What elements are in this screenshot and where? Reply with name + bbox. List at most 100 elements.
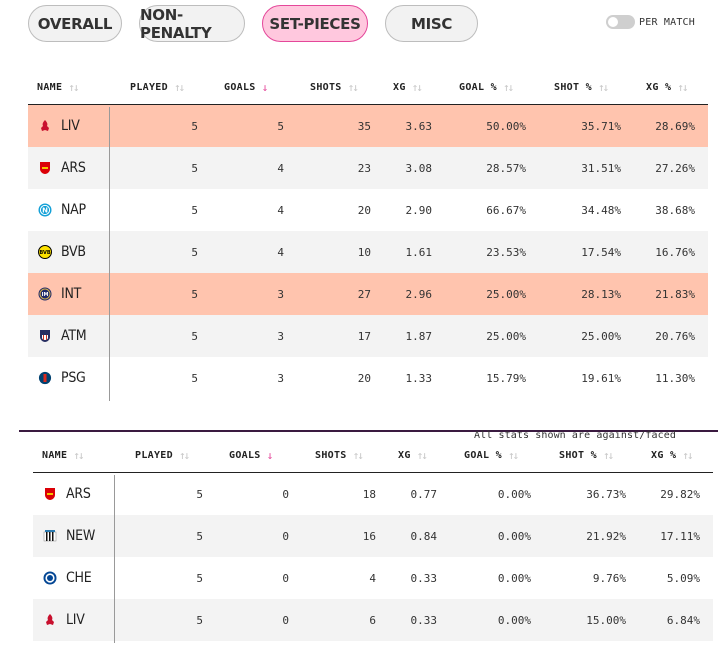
- inter-crest-icon: IM: [38, 287, 52, 301]
- table-row[interactable]: CHE 5 0 4 0.33 0.00% 9.76% 5.09%: [33, 557, 713, 599]
- header-shots[interactable]: SHOTS ↑↓: [310, 69, 359, 105]
- sort-icon[interactable]: ↑↓: [682, 448, 693, 462]
- header-name[interactable]: NAME ↑↓: [42, 437, 85, 473]
- cell-xg: 3.63: [405, 119, 433, 133]
- sort-icon[interactable]: ↑↓: [411, 80, 423, 94]
- team-name[interactable]: LIV: [61, 118, 80, 134]
- cell-goal-pct: 0.00%: [497, 571, 531, 585]
- cell-goal-pct: 0.00%: [497, 529, 531, 543]
- set-pieces-against-table: NAME ↑↓ PLAYED ↑↓ GOALS ↓ SHOTS ↑↓ XG ↑↓ GOAL % ↑↓ S…: [33, 437, 713, 643]
- cell-shots: 6: [369, 613, 376, 627]
- svg-text:N: N: [42, 207, 48, 215]
- tab-set-pieces[interactable]: SET-PIECES: [262, 5, 368, 42]
- cell-xg-pct: 21.83%: [655, 287, 695, 301]
- team-name[interactable]: NEW: [66, 528, 96, 544]
- cell-played: 5: [191, 329, 198, 343]
- table-row[interactable]: ATM 5 3 17 1.87 25.00% 25.00% 20.76%: [28, 315, 708, 357]
- cell-shots: 20: [357, 203, 371, 217]
- tab-misc[interactable]: MISC: [385, 5, 478, 42]
- header-label: SHOT %: [554, 81, 592, 93]
- cell-played: 5: [196, 529, 203, 543]
- cell-xg-pct: 27.26%: [655, 161, 695, 175]
- cell-xg-pct: 38.68%: [655, 203, 695, 217]
- cell-goals: 3: [277, 329, 284, 343]
- header-played[interactable]: PLAYED ↑↓: [135, 437, 190, 473]
- team-name[interactable]: PSG: [61, 370, 86, 386]
- header-goal-pct[interactable]: GOAL % ↑↓: [464, 437, 519, 473]
- table-row[interactable]: LIV 5 5 35 3.63 50.00% 35.71% 28.69%: [28, 105, 708, 147]
- cell-shots: 23: [357, 161, 371, 175]
- team-name[interactable]: CHE: [66, 570, 92, 586]
- against-note: All stats shown are against/faced: [474, 430, 676, 441]
- table-row[interactable]: PSG 5 3 20 1.33 15.79% 19.61% 11.30%: [28, 357, 708, 399]
- table-row[interactable]: N NAP 5 4 20 2.90 66.67% 34.48% 38.68%: [28, 189, 708, 231]
- cell-goals: 4: [277, 161, 284, 175]
- table-row[interactable]: ARS 5 0 18 0.77 0.00% 36.73% 29.82%: [33, 473, 713, 515]
- team-cell: NEW: [43, 515, 123, 557]
- cell-goal-pct: 25.00%: [486, 287, 526, 301]
- tab-non-penalty[interactable]: NON-PENALTY: [139, 5, 245, 42]
- sort-active-icon[interactable]: ↓: [266, 448, 273, 462]
- header-xg-pct[interactable]: XG % ↑↓: [651, 437, 694, 473]
- header-name[interactable]: NAME ↑↓: [37, 69, 80, 105]
- sort-icon[interactable]: ↑↓: [68, 80, 79, 94]
- sort-icon[interactable]: ↑↓: [502, 80, 514, 94]
- team-name[interactable]: LIV: [66, 612, 85, 628]
- cell-shot-pct: 34.48%: [581, 203, 621, 217]
- team-name[interactable]: BVB: [61, 244, 86, 260]
- table-header: NAME ↑↓ PLAYED ↑↓ GOALS ↓ SHOTS ↑↓ XG ↑↓ GOAL % ↑↓ S…: [28, 69, 708, 105]
- sort-icon[interactable]: ↑↓: [173, 80, 185, 94]
- header-played[interactable]: PLAYED ↑↓: [130, 69, 185, 105]
- sort-icon[interactable]: ↑↓: [597, 80, 609, 94]
- tab-overall[interactable]: OVERALL: [28, 5, 122, 42]
- sort-active-icon[interactable]: ↓: [261, 80, 268, 94]
- header-shot-pct[interactable]: SHOT % ↑↓: [554, 69, 609, 105]
- header-xg-pct[interactable]: XG % ↑↓: [646, 69, 689, 105]
- liverpool-crest-icon: [38, 119, 52, 133]
- cell-xg: 2.96: [405, 287, 433, 301]
- team-cell: ATM: [38, 315, 118, 357]
- team-name[interactable]: NAP: [61, 202, 86, 218]
- team-name[interactable]: ATM: [61, 328, 87, 344]
- cell-goal-pct: 28.57%: [486, 161, 526, 175]
- header-label: XG %: [646, 81, 672, 93]
- sort-icon[interactable]: ↑↓: [347, 80, 359, 94]
- cell-shot-pct: 25.00%: [581, 329, 621, 343]
- header-xg[interactable]: XG ↑↓: [398, 437, 428, 473]
- sort-icon[interactable]: ↑↓: [352, 448, 364, 462]
- table-row[interactable]: ARS 5 4 23 3.08 28.57% 31.51% 27.26%: [28, 147, 708, 189]
- header-goals[interactable]: GOALS ↓: [224, 69, 268, 105]
- sort-icon[interactable]: ↑↓: [178, 448, 190, 462]
- table-row[interactable]: IM INT 5 3 27 2.96 25.00% 28.13% 21.83%: [28, 273, 708, 315]
- cell-shot-pct: 21.92%: [586, 529, 626, 543]
- cell-shots: 17: [357, 329, 371, 343]
- team-cell: CHE: [43, 557, 123, 599]
- cell-goals: 4: [277, 203, 284, 217]
- cell-xg-pct: 28.69%: [655, 119, 695, 133]
- team-name[interactable]: ARS: [61, 160, 86, 176]
- cell-goal-pct: 0.00%: [497, 487, 531, 501]
- sort-icon[interactable]: ↑↓: [677, 80, 688, 94]
- name-column-separator: [109, 107, 110, 401]
- sort-icon[interactable]: ↑↓: [507, 448, 519, 462]
- cell-shots: 16: [362, 529, 376, 543]
- sort-icon[interactable]: ↑↓: [416, 448, 428, 462]
- team-name[interactable]: INT: [61, 286, 82, 302]
- cell-shot-pct: 19.61%: [581, 371, 621, 385]
- cell-goal-pct: 23.53%: [486, 245, 526, 259]
- header-shot-pct[interactable]: SHOT % ↑↓: [559, 437, 614, 473]
- sort-icon[interactable]: ↑↓: [73, 448, 84, 462]
- header-xg[interactable]: XG ↑↓: [393, 69, 423, 105]
- team-name[interactable]: ARS: [66, 486, 91, 502]
- header-goal-pct[interactable]: GOAL % ↑↓: [459, 69, 514, 105]
- table-row[interactable]: BVB BVB 5 4 10 1.61 23.53% 17.54% 16.76%: [28, 231, 708, 273]
- header-shots[interactable]: SHOTS ↑↓: [315, 437, 364, 473]
- cell-goals: 0: [282, 613, 289, 627]
- header-goals[interactable]: GOALS ↓: [229, 437, 273, 473]
- table-row[interactable]: LIV 5 0 6 0.33 0.00% 15.00% 6.84%: [33, 599, 713, 641]
- cell-xg: 2.90: [405, 203, 433, 217]
- header-label: PLAYED: [135, 449, 173, 461]
- table-row[interactable]: NEW 5 0 16 0.84 0.00% 21.92% 17.11%: [33, 515, 713, 557]
- per-match-toggle[interactable]: [606, 15, 635, 29]
- sort-icon[interactable]: ↑↓: [602, 448, 614, 462]
